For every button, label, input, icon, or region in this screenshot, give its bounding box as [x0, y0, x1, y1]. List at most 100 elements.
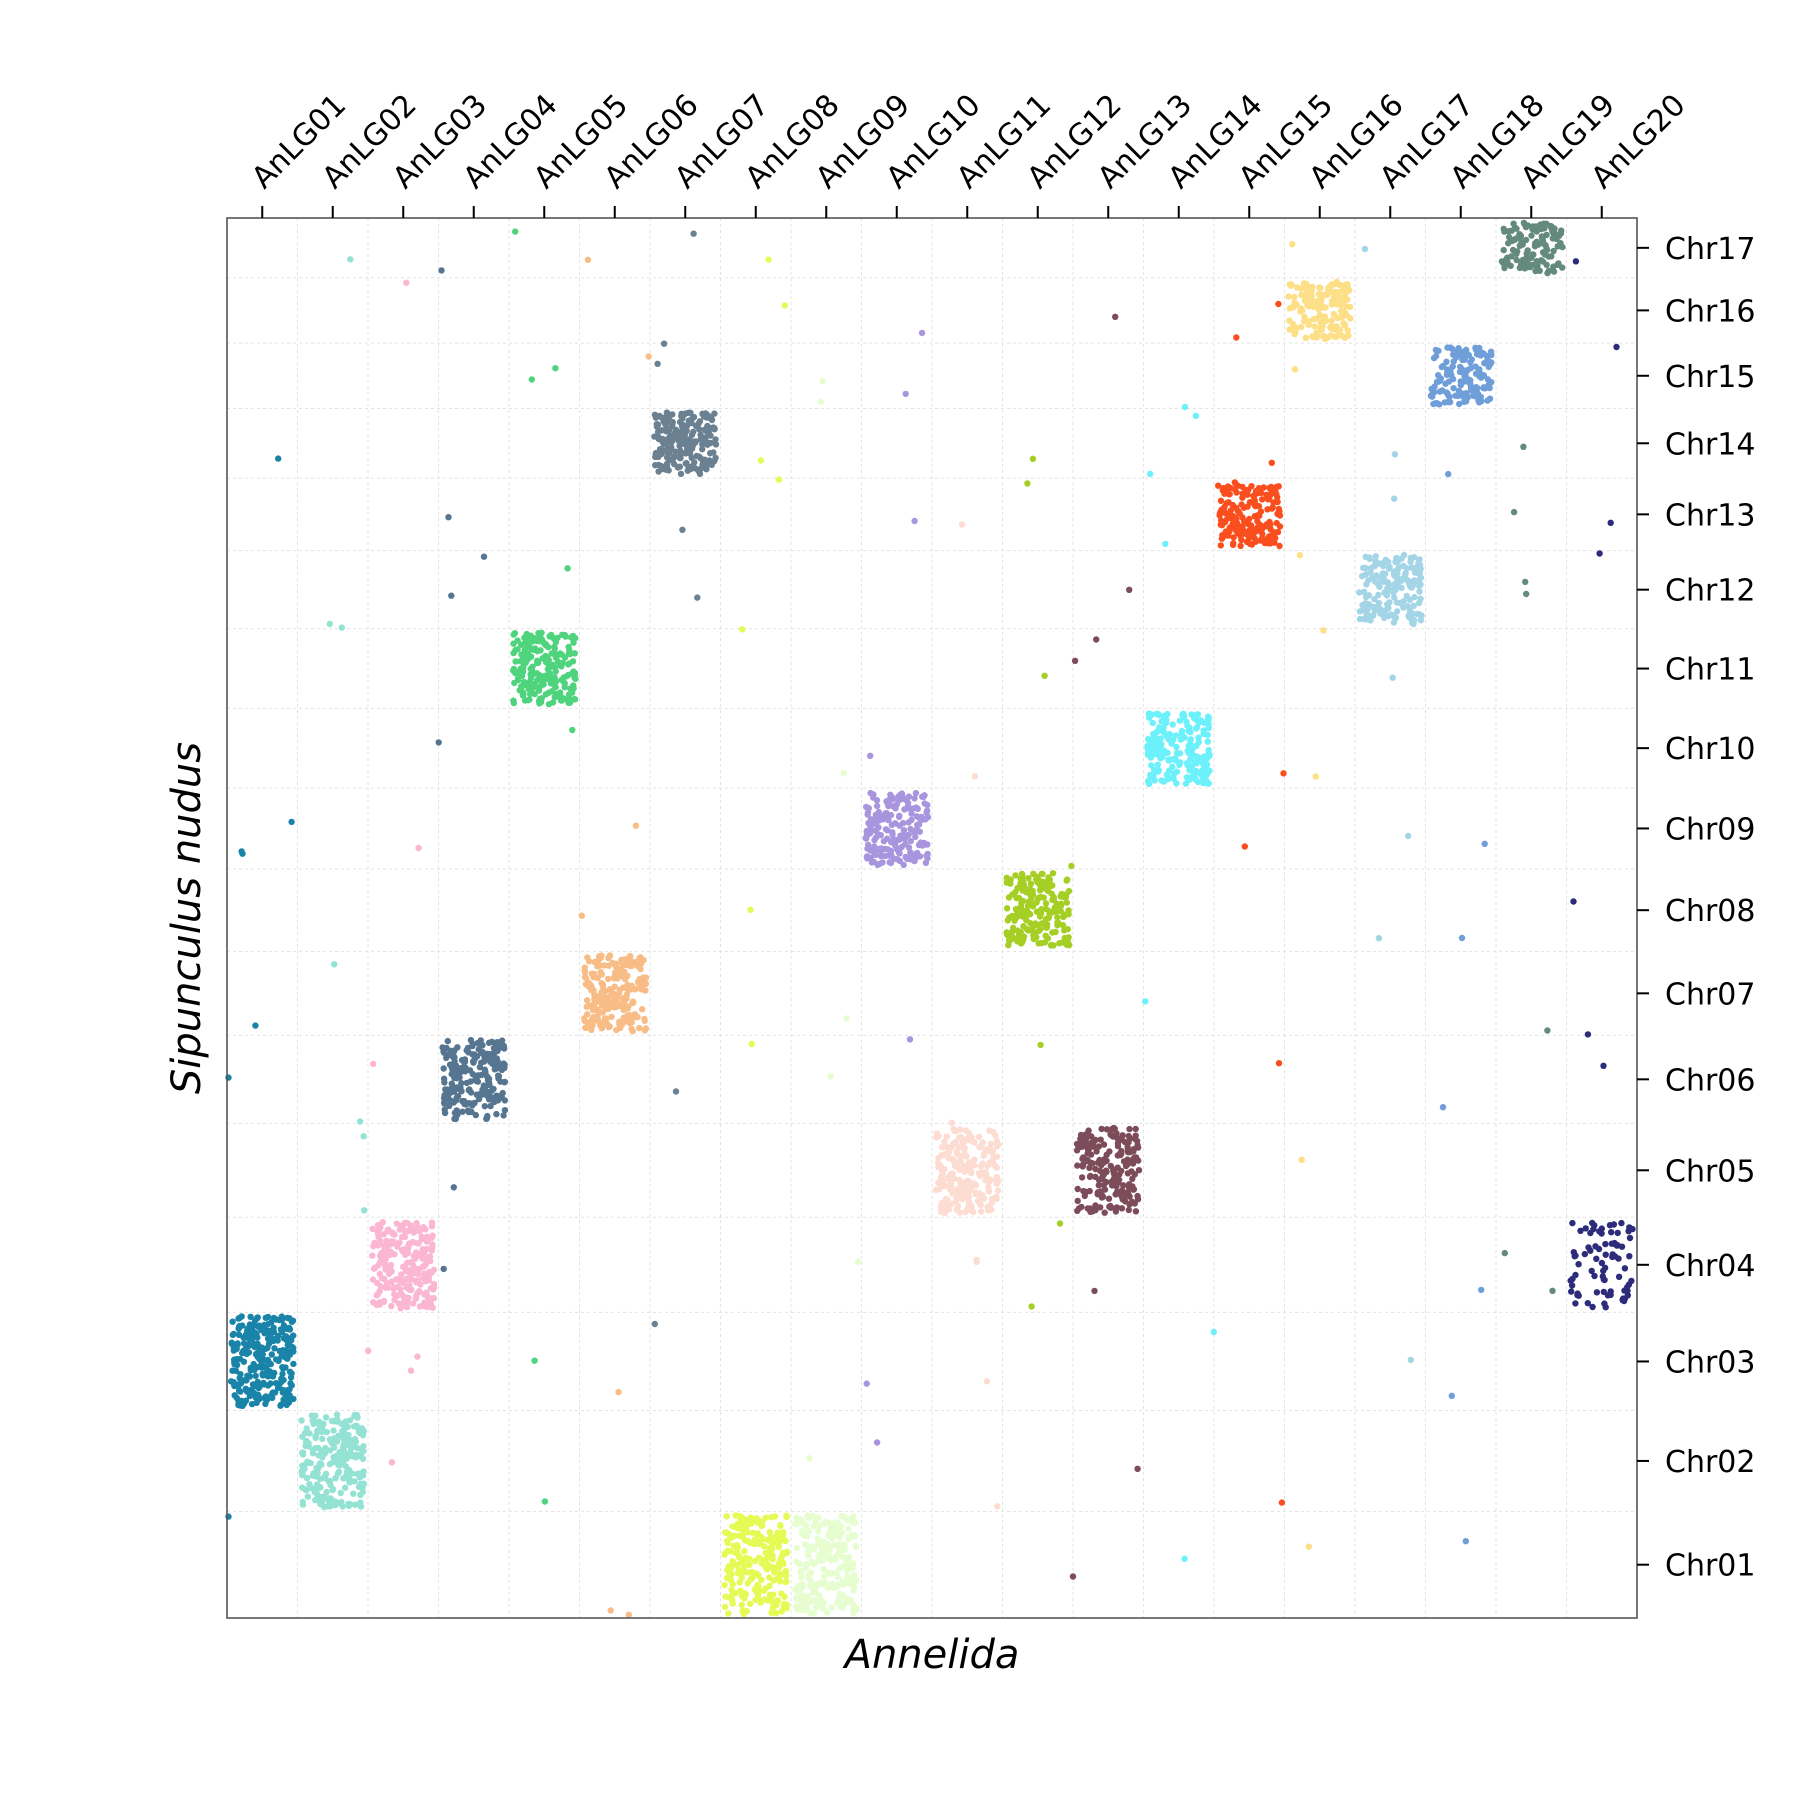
ortholog-point — [982, 1172, 990, 1179]
ortholog-point — [557, 689, 564, 696]
ortholog-point — [977, 1163, 984, 1170]
ortholog-point — [242, 1385, 249, 1393]
ortholog-point — [277, 1326, 285, 1333]
ortholog-point — [1524, 222, 1531, 229]
ortholog-point — [304, 1493, 311, 1500]
ortholog-point — [1025, 927, 1032, 934]
ortholog-point — [826, 1519, 833, 1527]
ortholog-point — [1432, 352, 1440, 360]
ortholog-point — [450, 1099, 457, 1106]
ortholog-point — [1395, 564, 1403, 571]
ortholog-point — [888, 839, 895, 846]
ortholog-point — [836, 1565, 843, 1572]
y-axis-right: Chr01 Chr02 Chr03 Chr04 Chr05 Chr06 Chr07 Chr08… — [1637, 232, 1755, 1584]
ortholog-point — [739, 1514, 746, 1521]
y-tick-label: Chr11 — [1665, 653, 1755, 688]
ortholog-point — [628, 1025, 635, 1033]
ortholog-point — [1484, 376, 1492, 383]
ortholog-point — [346, 1466, 353, 1474]
ortholog-point — [1367, 565, 1375, 572]
ortholog-point — [987, 1176, 994, 1184]
ortholog-point — [440, 1049, 448, 1056]
ortholog-point — [867, 854, 874, 861]
ortholog-point — [1457, 381, 1465, 389]
ortholog-point — [1584, 1300, 1592, 1307]
ortholog-point — [630, 999, 637, 1006]
ortholog-point — [370, 1299, 377, 1306]
ortholog-point — [423, 1289, 430, 1296]
ortholog-point — [393, 1220, 400, 1227]
ortholog-point — [1146, 740, 1153, 748]
ortholog-point — [939, 1144, 946, 1151]
ortholog-point — [836, 1590, 844, 1598]
ortholog-point — [1505, 240, 1512, 247]
ortholog-point — [561, 654, 569, 661]
ortholog-point — [565, 661, 572, 668]
ortholog-point — [1549, 235, 1557, 242]
ortholog-point — [642, 987, 649, 994]
ortholog-point — [312, 1434, 319, 1442]
ortholog-point — [1360, 564, 1367, 572]
ortholog-point — [905, 819, 912, 826]
ortholog-point — [1456, 400, 1463, 408]
ortholog-point — [1103, 1126, 1111, 1133]
ortholog-point — [1592, 1243, 1599, 1250]
ortholog-point — [547, 663, 555, 670]
ortholog-point — [864, 809, 872, 816]
ortholog-point — [819, 1605, 827, 1612]
ortholog-point — [493, 1110, 500, 1118]
ortholog-point — [1183, 718, 1190, 725]
ortholog-point — [870, 791, 877, 798]
ortholog-point — [971, 773, 979, 780]
ortholog-point — [1602, 1251, 1609, 1258]
ortholog-point — [748, 1040, 755, 1048]
ortholog-point — [1264, 496, 1272, 503]
ortholog-point — [603, 1020, 611, 1028]
ortholog-point — [1408, 564, 1415, 571]
ortholog-point — [1417, 581, 1424, 588]
ortholog-point — [1044, 935, 1052, 942]
ortholog-point — [1504, 260, 1511, 267]
ortholog-point — [469, 1102, 476, 1109]
ortholog-point — [272, 1379, 280, 1387]
ortholog-point — [871, 843, 878, 850]
ortholog-point — [1216, 512, 1223, 519]
ortholog-point — [1239, 483, 1246, 491]
ortholog-point — [799, 1527, 806, 1534]
ortholog-point — [459, 1108, 466, 1115]
ortholog-point — [521, 697, 529, 704]
ortholog-point — [1394, 582, 1402, 589]
ortholog-point — [262, 1370, 269, 1377]
ortholog-point — [1518, 239, 1525, 246]
ortholog-point — [1057, 908, 1065, 915]
ortholog-point — [523, 651, 530, 658]
ortholog-point — [728, 1593, 735, 1601]
ortholog-point — [1063, 891, 1070, 898]
ortholog-point — [637, 975, 644, 983]
ortholog-point — [731, 1561, 739, 1568]
ortholog-point — [485, 1079, 493, 1087]
ortholog-point — [939, 1181, 947, 1189]
ortholog-point — [854, 1258, 862, 1265]
ortholog-point — [632, 1014, 639, 1021]
ortholog-point — [1246, 540, 1254, 548]
ortholog-point — [1618, 1243, 1626, 1250]
ortholog-point — [1118, 1193, 1125, 1200]
ortholog-point — [1096, 1156, 1103, 1164]
ortholog-point — [1270, 499, 1277, 506]
ortholog-point — [383, 1237, 390, 1245]
ortholog-point — [1600, 1288, 1608, 1296]
ortholog-point — [1169, 736, 1177, 744]
ortholog-point — [896, 822, 903, 829]
ortholog-point — [288, 818, 295, 826]
ortholog-point — [246, 1321, 254, 1328]
ortholog-point — [420, 1263, 428, 1270]
ortholog-point — [1254, 518, 1261, 525]
ortholog-point — [388, 1459, 396, 1466]
ortholog-point — [594, 1006, 601, 1013]
ortholog-point — [1626, 1234, 1634, 1242]
ortholog-point — [952, 1198, 960, 1205]
ortholog-point — [955, 1143, 962, 1151]
ortholog-point — [1259, 530, 1266, 538]
ortholog-point — [376, 1299, 383, 1306]
